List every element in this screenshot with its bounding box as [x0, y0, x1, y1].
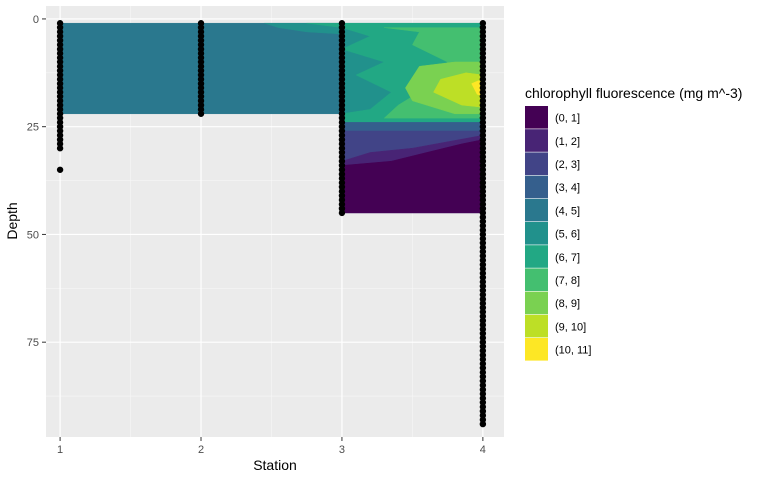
x-tick-label: 4	[480, 444, 486, 456]
y-axis-title: Depth	[4, 202, 20, 239]
legend: (0, 1] (1, 2] (2, 3] (3, 4] (4, 5] (5, 6] (6, …	[525, 106, 592, 361]
legend-label: (5, 6]	[555, 229, 580, 241]
legend-label: (0, 1]	[555, 113, 580, 125]
x-tick-label: 2	[198, 444, 204, 456]
legend-key	[525, 106, 548, 129]
legend-key	[525, 338, 548, 361]
x-axis-title: Station	[253, 457, 297, 473]
legend-key	[525, 175, 548, 199]
legend-key	[525, 222, 548, 245]
sample-point	[56, 145, 64, 152]
legend-label: (10, 11]	[555, 345, 592, 357]
x-tick-label: 3	[339, 444, 345, 456]
contour-band	[341, 139, 484, 214]
legend-label: (6, 7]	[555, 252, 580, 264]
legend-key	[525, 198, 548, 222]
legend-key	[525, 152, 548, 175]
legend-key	[525, 245, 548, 268]
y-tick-label: 0	[33, 14, 39, 26]
y-tick-label: 50	[27, 229, 39, 241]
legend-label: (9, 10]	[555, 321, 586, 333]
legend-label: (4, 5]	[555, 205, 580, 217]
legend-key	[525, 268, 548, 291]
sample-point	[338, 209, 346, 217]
sample-point	[197, 110, 205, 117]
y-tick-label: 25	[27, 122, 39, 134]
sample-points	[56, 20, 487, 428]
legend-label: (2, 3]	[555, 159, 580, 171]
legend-key	[525, 129, 548, 152]
x-axis: 1 2 3 4	[57, 437, 486, 456]
legend-label: (7, 8]	[555, 275, 580, 287]
legend-key	[525, 291, 548, 315]
x-tick-label: 1	[57, 444, 63, 456]
sample-point	[56, 166, 64, 173]
contour-band	[341, 122, 484, 132]
y-axis: 0 25 50 75	[27, 14, 46, 349]
legend-label: (1, 2]	[555, 136, 580, 148]
legend-key	[525, 314, 548, 338]
legend-title: chlorophyll fluorescence (mg m^-3)	[525, 85, 742, 101]
legend-label: (3, 4]	[555, 182, 580, 194]
y-tick-label: 75	[27, 337, 39, 349]
sample-point	[479, 420, 487, 428]
legend-label: (8, 9]	[555, 298, 580, 310]
